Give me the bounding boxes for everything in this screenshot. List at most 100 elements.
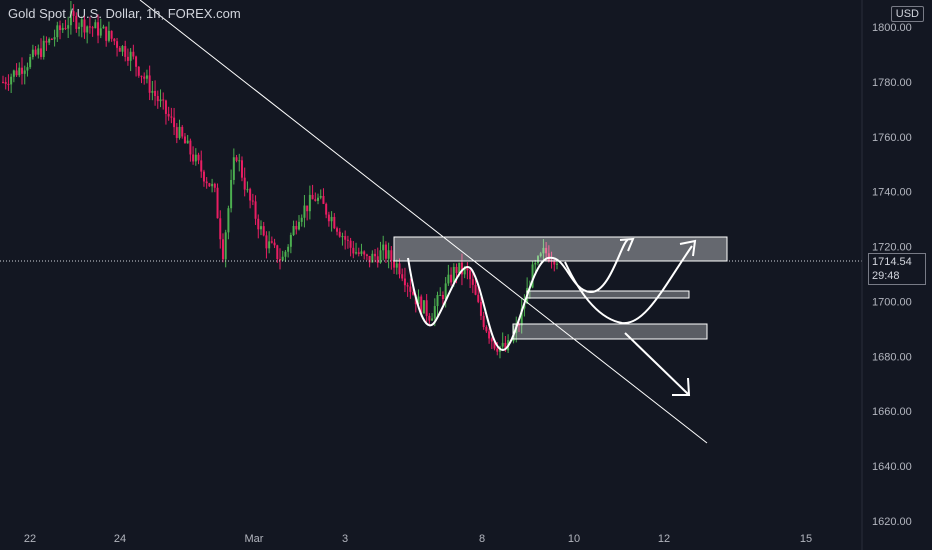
candle-body <box>42 40 45 57</box>
candle-body <box>257 218 260 230</box>
candle-body <box>479 301 482 316</box>
candle-body <box>466 268 469 271</box>
candle-body <box>458 262 461 274</box>
candle-body <box>197 154 200 161</box>
candle-body <box>482 315 485 328</box>
candle-body <box>21 67 24 74</box>
candle-body <box>126 56 129 61</box>
candle-body <box>40 48 43 57</box>
candle-body <box>145 75 148 79</box>
price-axis[interactable]: 1800.00 1780.00 1760.00 1740.00 1720.00 1700.… <box>861 0 912 550</box>
candle-body <box>490 338 493 342</box>
chart-title: Gold Spot / U.S. Dollar, 1h, FOREX.com <box>8 6 241 21</box>
candle-body <box>240 160 243 178</box>
y-tick-label: 1640.00 <box>872 461 912 473</box>
candle-body <box>452 266 455 283</box>
candle-body <box>61 27 64 31</box>
candle-body <box>319 195 322 198</box>
candle-body <box>384 244 387 259</box>
candle-body <box>53 37 56 40</box>
candle-body <box>444 283 447 300</box>
candle-body <box>227 208 230 233</box>
x-tick-label: 12 <box>658 533 670 545</box>
candle-body <box>382 244 385 251</box>
candle-body <box>360 251 363 254</box>
candle-body <box>262 226 265 236</box>
candle-body <box>23 70 26 74</box>
candle-body <box>314 199 317 201</box>
candle-body <box>151 90 154 93</box>
candle-body <box>107 30 110 41</box>
candle-body <box>2 81 4 83</box>
candle-body <box>317 197 320 201</box>
currency-label[interactable]: USD <box>890 6 924 22</box>
candle-body <box>439 294 442 296</box>
candle-body <box>211 183 214 187</box>
candle-body <box>279 259 281 261</box>
candle-body <box>183 136 186 144</box>
candle-body <box>59 25 62 31</box>
projection-path-a <box>407 239 629 352</box>
candle-body <box>88 26 91 28</box>
candle-body <box>224 232 227 260</box>
x-tick-label: 24 <box>114 533 126 545</box>
arrow-head-icon <box>679 239 697 257</box>
candle-body <box>531 264 534 288</box>
candle-body <box>113 38 116 42</box>
candle-body <box>129 51 132 61</box>
candle-body <box>333 216 336 229</box>
candlestick-series <box>2 0 558 359</box>
y-tick-label: 1620.00 <box>872 516 912 528</box>
candle-body <box>69 11 72 26</box>
time-axis[interactable]: 22 24 Mar 3 8 10 12 15 <box>24 533 812 545</box>
candle-body <box>553 261 556 265</box>
candle-body <box>251 200 254 202</box>
candle-body <box>376 256 379 263</box>
candle-body <box>83 19 86 33</box>
projection-path-b <box>564 245 693 325</box>
candle-body <box>162 99 165 101</box>
candle-body <box>338 231 341 237</box>
candle-body <box>270 241 273 243</box>
candle-body <box>200 160 203 172</box>
candle-body <box>67 25 70 29</box>
candle-body <box>15 70 18 76</box>
candle-body <box>441 294 444 300</box>
candle-body <box>322 195 325 204</box>
candle-body <box>431 318 434 321</box>
candle-body <box>246 189 249 191</box>
candle-body <box>265 235 268 249</box>
candle-body <box>26 67 29 71</box>
candle-body <box>398 263 401 275</box>
candle-body <box>365 254 368 256</box>
candle-body <box>336 228 339 232</box>
candle-body <box>75 15 78 29</box>
candle-body <box>159 99 162 102</box>
candle-body <box>463 268 466 275</box>
candle-body <box>352 247 355 254</box>
candle-body <box>178 126 181 138</box>
candle-body <box>417 296 420 305</box>
candle-body <box>181 126 184 137</box>
candle-body <box>485 327 488 332</box>
x-tick-label: 15 <box>800 533 812 545</box>
candle-body <box>167 113 170 117</box>
bar-countdown: 29:48 <box>872 270 900 282</box>
candle-body <box>368 255 371 263</box>
candle-body <box>50 38 53 40</box>
candle-body <box>45 40 48 43</box>
candle-body <box>504 342 507 351</box>
candle-body <box>534 262 537 265</box>
last-price-value: 1714.54 <box>872 256 912 268</box>
candle-body <box>238 160 241 162</box>
candle-body <box>330 216 333 222</box>
candle-body <box>7 83 10 85</box>
candle-body <box>34 49 37 55</box>
candle-body <box>143 76 146 79</box>
candle-body <box>148 75 151 93</box>
arrow-head-icon <box>619 237 635 252</box>
candle-body <box>97 22 100 36</box>
candle-body <box>121 46 124 52</box>
candle-body <box>556 263 558 265</box>
